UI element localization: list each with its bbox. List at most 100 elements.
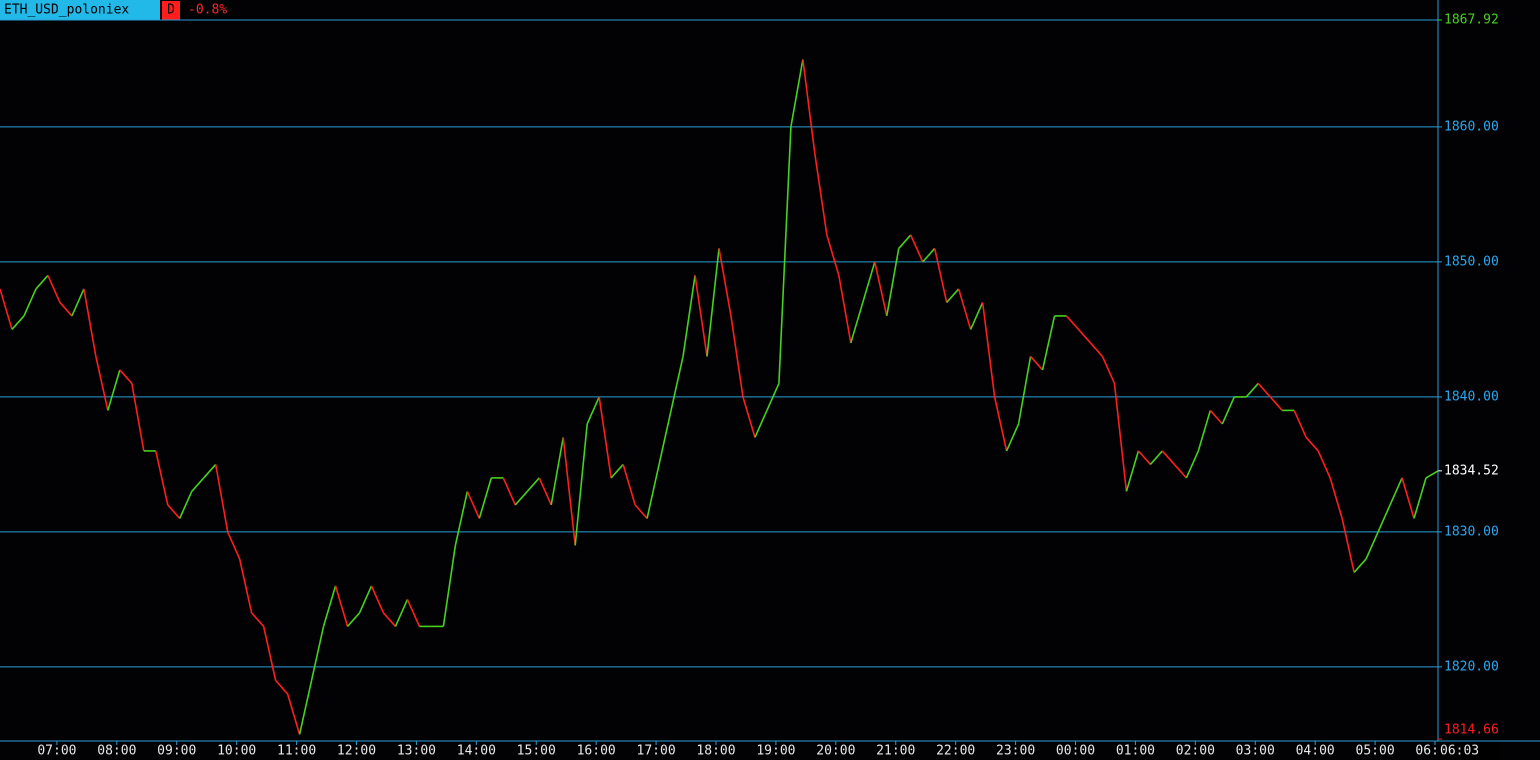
- price-segment: [47, 275, 61, 303]
- price-segment: [1029, 355, 1044, 371]
- price-segment: [442, 545, 457, 627]
- price-segment: [634, 504, 648, 519]
- price-segment: [1257, 382, 1271, 398]
- price-segment: [35, 274, 49, 290]
- price-segment: [1077, 328, 1092, 344]
- interval-box: [162, 1, 180, 20]
- x-tick-label: 19:00: [756, 744, 795, 759]
- price-segment: [874, 261, 888, 317]
- change: -0.8%: [188, 3, 227, 18]
- x-tick-label: 01:00: [1116, 744, 1155, 759]
- price-segment: [71, 288, 85, 317]
- price-segment: [358, 585, 373, 614]
- price-segment: [730, 315, 744, 398]
- price-segment: [1065, 315, 1080, 330]
- price-segment: [59, 301, 73, 317]
- x-tick-label: 00:00: [1056, 744, 1095, 759]
- price-segment: [790, 59, 804, 128]
- price-segment: [802, 59, 816, 155]
- x-tick-label: 09:00: [157, 744, 196, 759]
- price-segment: [454, 491, 469, 546]
- price-segment: [1149, 450, 1163, 465]
- price-segment: [1221, 396, 1236, 425]
- price-segment: [885, 248, 900, 317]
- price-segment: [1341, 518, 1355, 573]
- price-segment: [286, 693, 301, 735]
- price-segment: [11, 315, 25, 330]
- price-segment: [203, 463, 217, 479]
- price-segment: [322, 585, 337, 627]
- price-segment: [502, 477, 517, 506]
- price-segment: [814, 153, 828, 236]
- price-segment: [922, 247, 936, 263]
- price-segment: [610, 463, 624, 479]
- price-segment: [850, 302, 864, 344]
- x-tick-label: 03:00: [1236, 744, 1275, 759]
- x-tick-label: 17:00: [637, 744, 676, 759]
- price-segment: [754, 410, 768, 438]
- price-segment: [406, 599, 421, 627]
- marker-label: 1867.92: [1444, 13, 1499, 28]
- last-time-label: 06:03: [1440, 744, 1479, 759]
- price-segment: [826, 234, 840, 276]
- x-tick-label: 23:00: [996, 744, 1035, 759]
- price-segment: [179, 491, 193, 519]
- price-segment: [214, 464, 229, 533]
- price-segment: [1125, 450, 1140, 492]
- price-segment: [334, 585, 349, 627]
- price-segment: [83, 288, 97, 357]
- price-segment: [658, 410, 672, 465]
- price-segment: [838, 275, 852, 344]
- symbol-box: [0, 0, 160, 20]
- price-segment: [682, 275, 696, 357]
- x-tick-label: 12:00: [337, 744, 376, 759]
- price-segment: [1197, 410, 1212, 452]
- price-segment: [478, 477, 493, 519]
- price-segment: [550, 437, 565, 506]
- price-segment: [95, 356, 109, 411]
- y-tick-label: 1830.00: [1444, 524, 1499, 539]
- price-segment: [766, 383, 780, 411]
- x-tick-label: 22:00: [936, 744, 975, 759]
- price-segment: [993, 396, 1008, 452]
- price-segment: [155, 450, 169, 506]
- y-tick-label: 1840.00: [1444, 389, 1499, 404]
- price-segment: [1425, 470, 1439, 479]
- marker-label: 1834.52: [1444, 463, 1499, 478]
- x-tick-label: 21:00: [876, 744, 915, 759]
- price-segment: [1173, 463, 1187, 479]
- price-segment: [1269, 396, 1283, 411]
- price-segment: [1089, 342, 1104, 357]
- price-segment: [1389, 477, 1403, 506]
- price-segment: [1113, 383, 1128, 492]
- price-segment: [898, 234, 912, 249]
- x-tick-label: 20:00: [816, 744, 855, 759]
- price-segment: [1413, 477, 1427, 519]
- price-segment: [1041, 315, 1056, 371]
- price-segment: [119, 369, 133, 384]
- x-tick-label: 10:00: [217, 744, 256, 759]
- price-segment: [1401, 477, 1415, 519]
- price-segment: [275, 679, 289, 695]
- price-segment: [191, 477, 205, 492]
- x-tick-label: 15:00: [517, 744, 556, 759]
- price-segment: [1365, 531, 1379, 560]
- price-segment: [107, 369, 121, 411]
- interval: D: [167, 3, 175, 18]
- price-segment: [1329, 477, 1343, 519]
- price-segment: [1101, 356, 1116, 384]
- price-segment: [310, 626, 325, 681]
- price-segment: [466, 491, 481, 519]
- price-segment: [981, 302, 996, 398]
- price-segment: [933, 248, 948, 303]
- price-segment: [946, 288, 960, 303]
- price-segment: [646, 464, 660, 519]
- last-time-box: [1439, 742, 1499, 760]
- price-segment: [0, 288, 13, 330]
- price-segment: [1017, 356, 1032, 425]
- price-segment: [382, 612, 397, 627]
- x-tick-label: 13:00: [397, 744, 436, 759]
- price-segment: [1353, 558, 1367, 573]
- price-segment: [346, 612, 361, 627]
